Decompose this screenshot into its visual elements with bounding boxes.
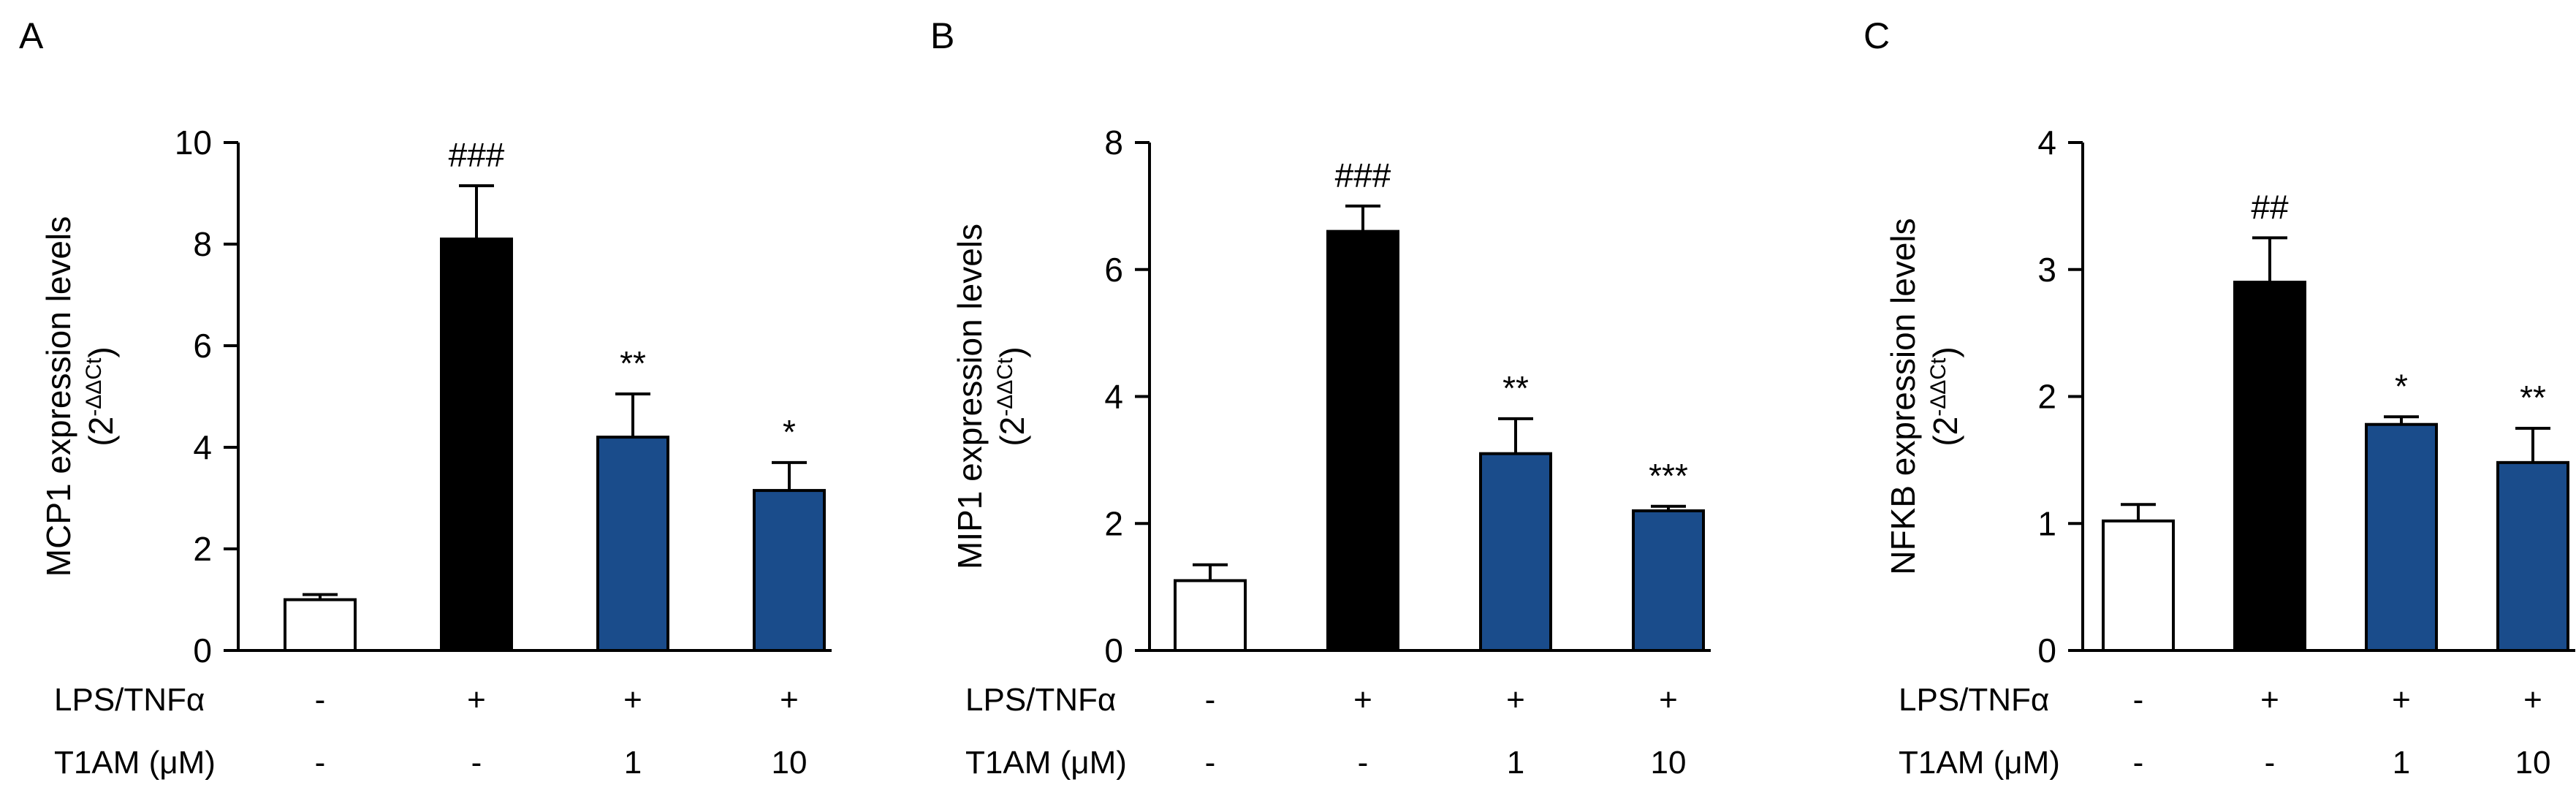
bar-control xyxy=(284,598,357,652)
bar-lps-tnf- xyxy=(1326,229,1399,652)
y-axis-label: MIP1 expression levels xyxy=(951,224,989,569)
bar-lps-tnf-t1am-1-m xyxy=(1479,452,1552,652)
x-row-value: + xyxy=(467,682,486,718)
x-row-value: 1 xyxy=(2393,745,2410,781)
panel-C: C 0 1 2 3 4 ## * ** NFKB expression levels (2-ΔΔC… xyxy=(1717,0,2576,812)
bar-control xyxy=(1174,579,1247,652)
x-row-value: - xyxy=(315,682,326,718)
bar-lps-tnf-t1am-10-m xyxy=(2496,460,2569,652)
x-row-value: - xyxy=(2133,745,2144,781)
bar-lps-tnf- xyxy=(440,238,513,652)
panel-letter-C: C xyxy=(1863,15,1891,56)
y-tick-label: 3 xyxy=(2037,251,2056,289)
bar-lps-tnf- xyxy=(2233,281,2306,652)
significance-annotation: ** xyxy=(620,344,646,382)
y-axis-sublabel: (2-ΔΔCt) xyxy=(993,346,1031,446)
x-row-label: T1AM (μM) xyxy=(54,745,216,781)
x-row-value: - xyxy=(1205,745,1216,781)
x-row-value: 1 xyxy=(624,745,642,781)
y-tick-label: 8 xyxy=(1104,124,1123,162)
x-row-label: T1AM (μM) xyxy=(1899,745,2060,781)
panel-A: A 0 2 4 6 8 10 ### ** * MCP1 expression levels (2-… xyxy=(0,0,859,812)
x-row-label: LPS/TNFα xyxy=(1899,682,2049,718)
y-tick-label: 2 xyxy=(193,530,212,568)
x-row-value: 10 xyxy=(1651,745,1687,781)
x-row-value: - xyxy=(1205,682,1216,718)
x-row-value: 10 xyxy=(2515,745,2551,781)
y-axis-sublabel: (2-ΔΔCt) xyxy=(82,346,120,446)
x-row-label: LPS/TNFα xyxy=(965,682,1116,718)
panel-letter-A: A xyxy=(19,15,44,56)
significance-annotation: ### xyxy=(449,136,505,174)
significance-annotation: ## xyxy=(2251,188,2289,226)
x-row-value: + xyxy=(2392,682,2411,718)
bar-control xyxy=(2102,519,2175,653)
x-row-value: 10 xyxy=(772,745,808,781)
y-tick-label: 8 xyxy=(193,225,212,263)
y-axis-sublabel: (2-ΔΔCt) xyxy=(1926,346,1964,446)
significance-annotation: *** xyxy=(1649,457,1688,495)
y-tick-label: 0 xyxy=(193,631,212,669)
y-tick-label: 2 xyxy=(2037,378,2056,416)
significance-annotation: ** xyxy=(2520,379,2546,417)
y-tick-label: 1 xyxy=(2037,504,2056,542)
x-row-value: + xyxy=(1353,682,1372,718)
x-row-value: - xyxy=(471,745,482,781)
panel-B: B 0 2 4 6 8 ### ** *** MIP1 expression levels (2-… xyxy=(859,0,1717,812)
y-axis-label: NFKB expression levels xyxy=(1884,218,1922,574)
y-tick-label: 2 xyxy=(1104,504,1123,542)
y-tick-label: 4 xyxy=(1104,378,1123,416)
x-row-value: 1 xyxy=(1507,745,1524,781)
significance-annotation: ### xyxy=(1335,156,1391,194)
significance-annotation: ** xyxy=(1502,369,1529,407)
y-tick-label: 0 xyxy=(1104,631,1123,669)
x-row-value: - xyxy=(2133,682,2144,718)
panel-letter-B: B xyxy=(930,15,955,56)
bar-lps-tnf-t1am-10-m xyxy=(1632,509,1705,652)
x-row-value: + xyxy=(623,682,642,718)
y-axis-label: MCP1 expression levels xyxy=(39,216,77,577)
bar-lps-tnf-t1am-10-m xyxy=(753,489,826,653)
x-row-value: + xyxy=(2260,682,2279,718)
x-row-value: + xyxy=(1506,682,1525,718)
y-tick-label: 0 xyxy=(2037,631,2056,669)
x-row-value: + xyxy=(1659,682,1678,718)
x-row-value: - xyxy=(315,745,326,781)
significance-annotation: * xyxy=(2395,367,2408,405)
y-tick-label: 10 xyxy=(175,124,212,162)
y-tick-label: 6 xyxy=(1104,251,1123,289)
x-row-value: - xyxy=(1358,745,1369,781)
x-row-value: - xyxy=(2265,745,2276,781)
y-tick-label: 4 xyxy=(2037,124,2056,162)
significance-annotation: * xyxy=(783,413,796,451)
bar-lps-tnf-t1am-1-m xyxy=(596,436,669,652)
x-row-label: LPS/TNFα xyxy=(54,682,205,718)
y-tick-label: 4 xyxy=(193,428,212,466)
x-row-value: + xyxy=(780,682,799,718)
x-row-value: + xyxy=(2523,682,2542,718)
y-tick-label: 6 xyxy=(193,327,212,365)
bar-lps-tnf-t1am-1-m xyxy=(2365,422,2438,652)
x-row-label: T1AM (μM) xyxy=(965,745,1127,781)
